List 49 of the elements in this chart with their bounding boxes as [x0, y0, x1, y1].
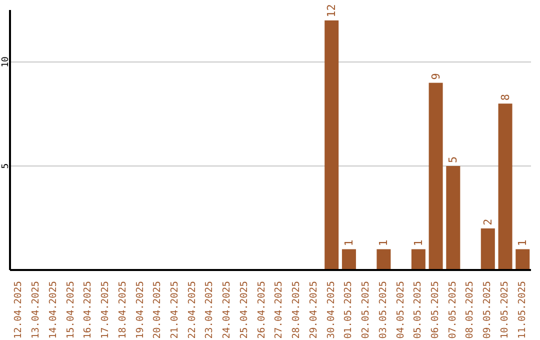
bar: [324, 20, 339, 270]
x-tick-label: 19.04.2025: [134, 281, 146, 339]
x-tick-label: 13.04.2025: [30, 281, 42, 339]
x-tick-label: 25.04.2025: [238, 281, 250, 339]
x-tick-label: 06.05.2025: [430, 281, 441, 339]
bar: [516, 249, 530, 270]
x-tick-label: 08.05.2025: [464, 281, 476, 339]
x-tick-label: 29.04.2025: [308, 281, 320, 339]
x-tick-label: 04.05.2025: [395, 281, 406, 339]
x-tick-label: 27.04.2025: [274, 281, 285, 339]
bar: [498, 104, 512, 270]
data-label: 2: [481, 218, 494, 226]
x-tick-label: 10.05.2025: [499, 281, 510, 339]
data-label: 5: [446, 156, 460, 163]
data-label: 12: [325, 4, 338, 18]
bar: [480, 228, 495, 270]
x-tick-label: 12.04.2025: [13, 281, 24, 339]
x-tick-label: 11.05.2025: [516, 281, 528, 339]
x-tick-label: 01.05.2025: [343, 281, 354, 339]
x-tick-label: 24.04.2025: [222, 281, 233, 339]
x-tick-label: 16.04.2025: [82, 281, 94, 339]
x-tick-label: 07.05.2025: [447, 281, 458, 339]
x-tick-label: 28.04.2025: [291, 281, 302, 339]
x-tick-label: 15.04.2025: [65, 281, 76, 339]
data-label: 9: [429, 73, 442, 80]
x-tick-label: 09.05.2025: [482, 281, 494, 339]
x-tick-label: 02.05.2025: [360, 281, 372, 339]
x-tick-label: 22.04.2025: [186, 281, 198, 339]
x-tick-label: 17.04.2025: [100, 281, 112, 339]
y-tick-label: 10: [1, 56, 11, 68]
x-tick-label: 05.05.2025: [412, 281, 424, 339]
data-label: 1: [412, 240, 425, 246]
bar: [376, 249, 391, 270]
x-tick-label: 18.04.2025: [117, 281, 128, 339]
x-tick-label: 23.04.2025: [204, 281, 216, 339]
bar: [342, 249, 356, 270]
x-tick-label: 14.04.2025: [48, 281, 59, 339]
bar: [411, 249, 426, 270]
data-label: 8: [498, 94, 512, 101]
x-tick-label: 26.04.2025: [256, 281, 268, 339]
x-tick-label: 03.05.2025: [378, 281, 389, 339]
x-tick-label: 21.04.2025: [169, 281, 180, 339]
data-label: 1: [377, 240, 390, 246]
x-tick-label: 20.04.2025: [152, 281, 164, 339]
x-tick-label: 30.04.2025: [326, 281, 337, 339]
bar: [446, 166, 460, 270]
data-label: 1: [342, 240, 356, 246]
data-label: 1: [516, 240, 530, 246]
bar: [428, 82, 443, 270]
